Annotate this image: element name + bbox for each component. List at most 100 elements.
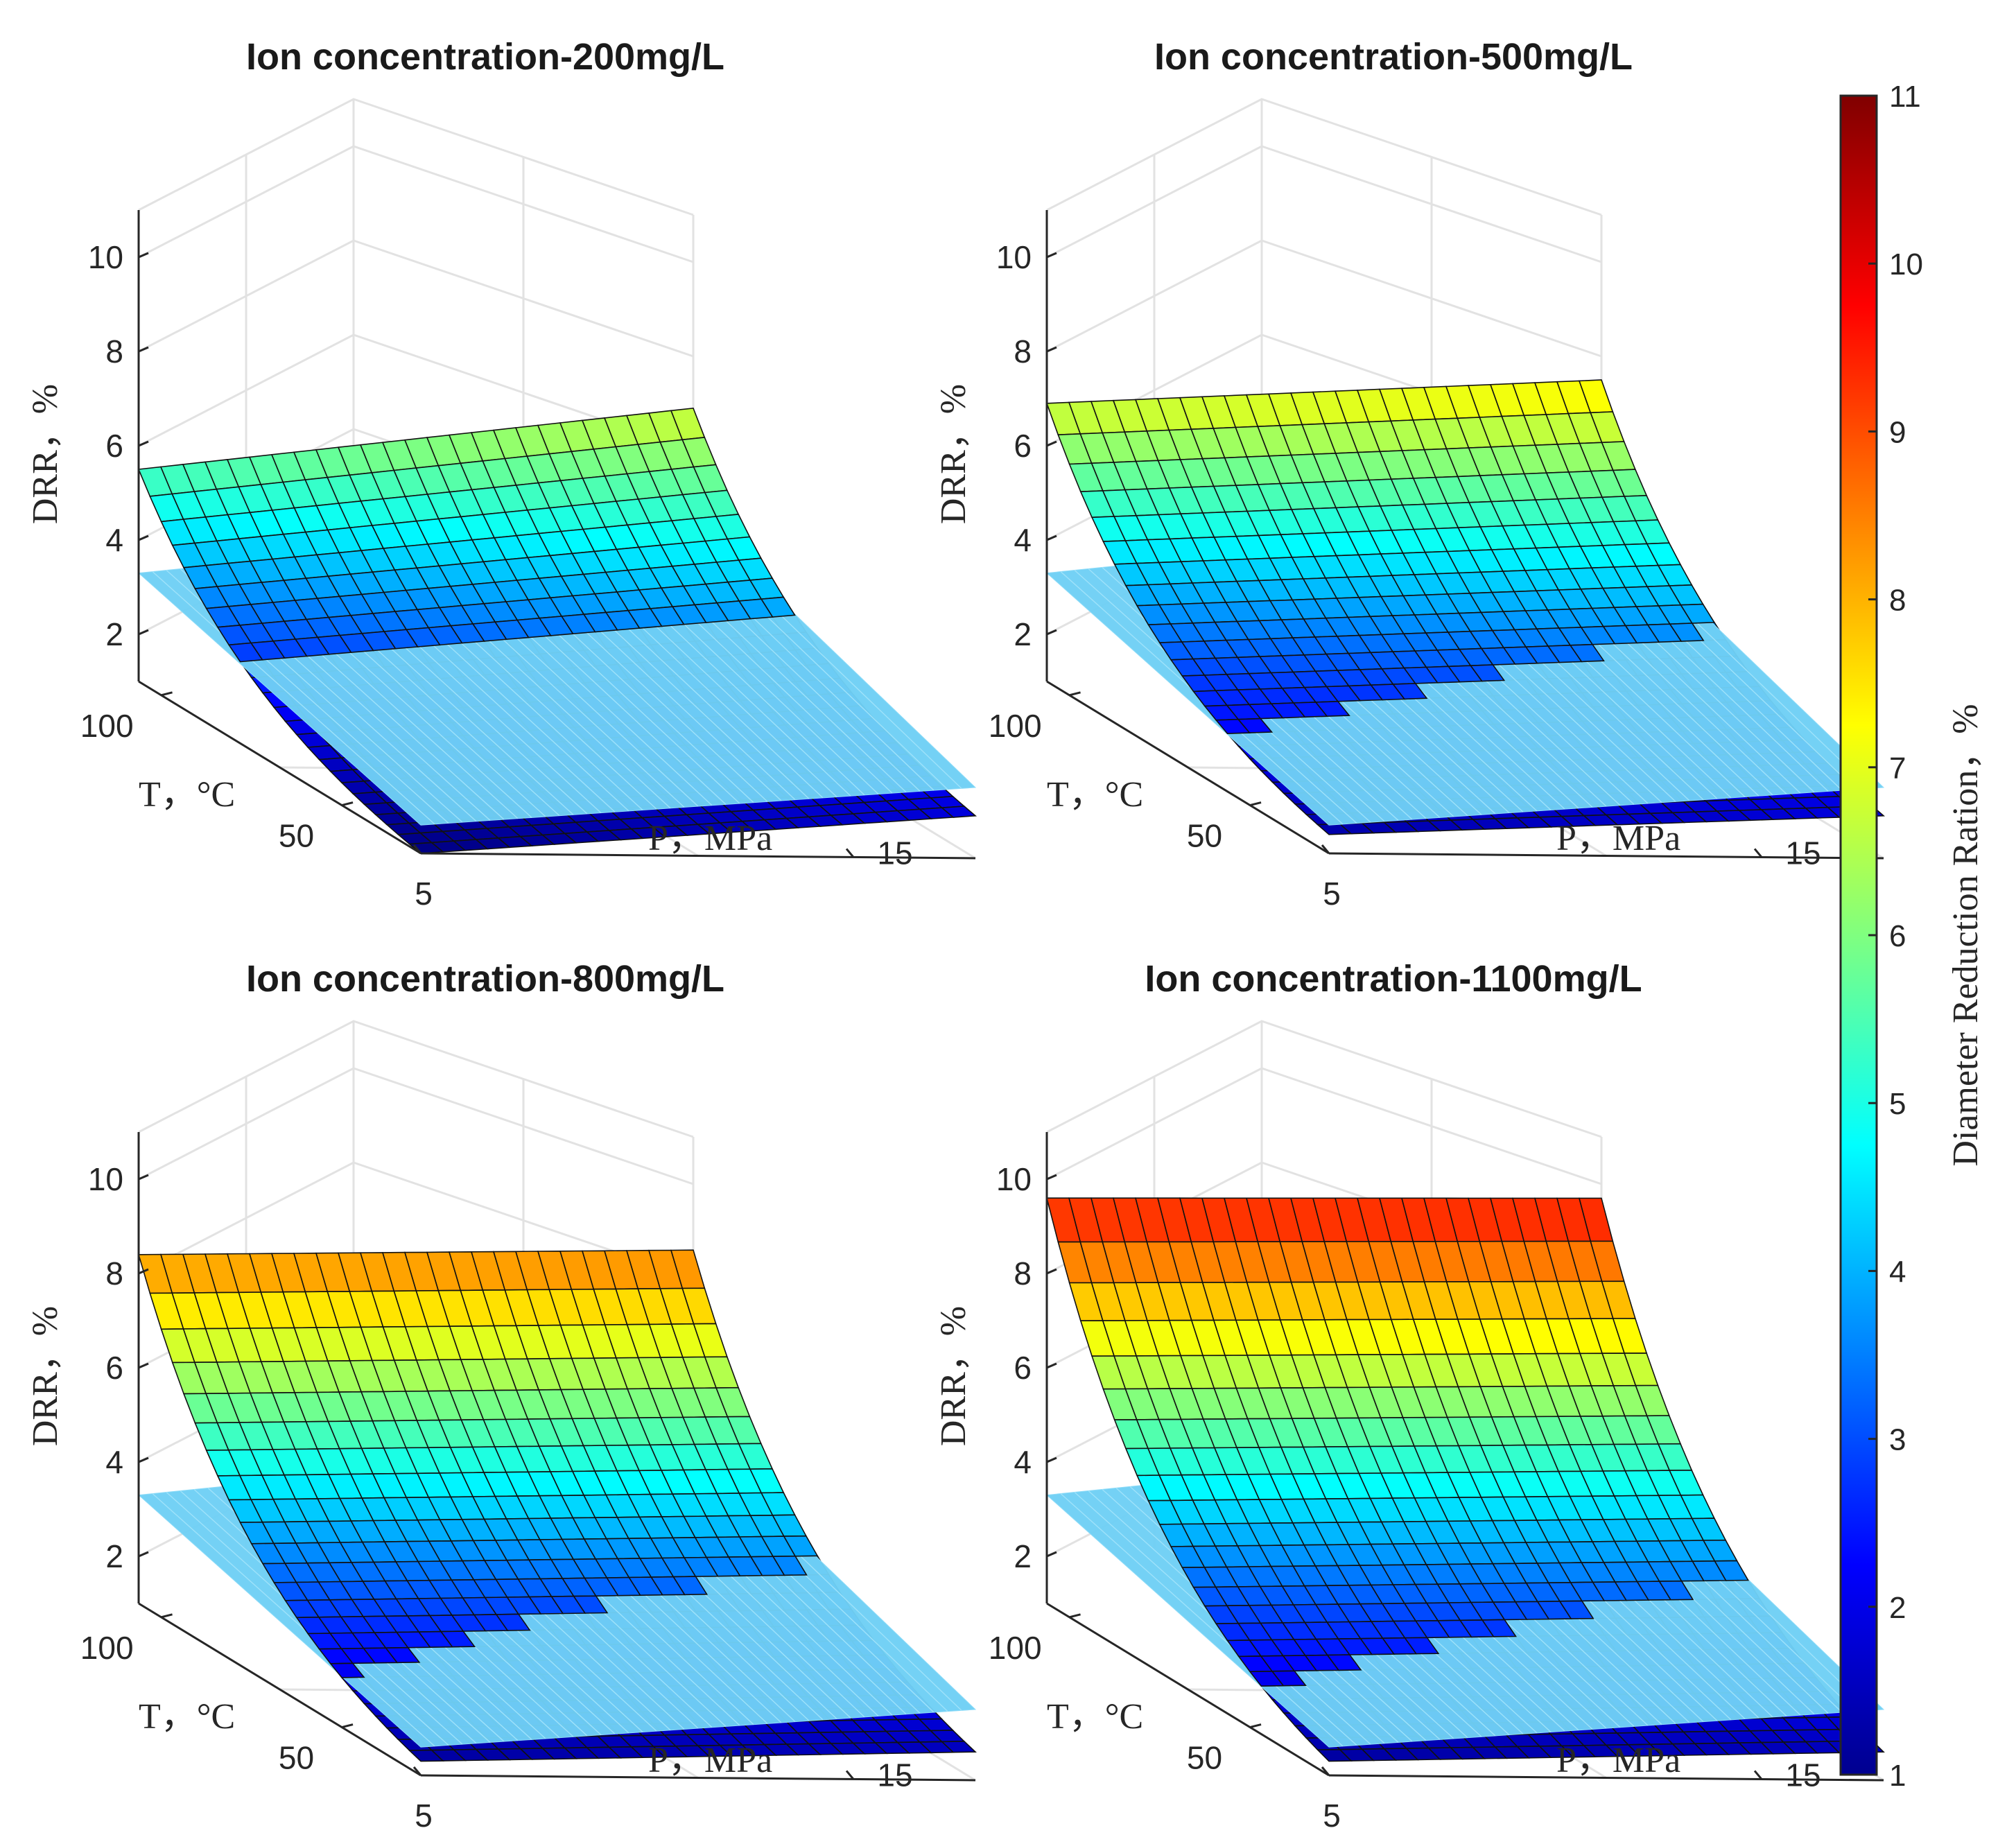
p-tick-label: 5 — [415, 1798, 433, 1834]
grid-line — [1046, 1020, 1602, 1138]
p-axis-label: P，MPa — [1556, 819, 1680, 858]
threshold-mesh-line — [152, 571, 435, 825]
z-tick-label: 2 — [105, 1538, 123, 1574]
z-tick-label: 2 — [105, 616, 123, 652]
grid-line — [138, 1020, 694, 1138]
p-tick-label: 5 — [1323, 1798, 1341, 1834]
p-tick — [412, 844, 422, 854]
p-tick — [1321, 844, 1330, 854]
z-tick — [138, 440, 149, 447]
t-axis-label: T，°C — [139, 1697, 235, 1737]
colorbar-tick-label: 11 — [1889, 80, 1921, 114]
grid-line — [1046, 145, 1602, 263]
surface-cell — [495, 1613, 531, 1631]
p-tick — [1753, 1770, 1763, 1780]
colorbar-tick-label: 6 — [1889, 919, 1906, 953]
colorbar-tick-label: 9 — [1889, 415, 1906, 449]
z-tick — [1046, 346, 1057, 353]
surface-cell — [1469, 664, 1506, 682]
z-tick-label: 10 — [996, 1161, 1032, 1197]
p-tick — [845, 848, 855, 858]
z-tick — [1046, 1456, 1057, 1463]
t-axis — [138, 680, 422, 855]
p-tick-label: 15 — [1785, 1757, 1821, 1793]
z-tick-label: 6 — [1014, 1350, 1032, 1386]
t-tick-label: 50 — [1187, 818, 1222, 854]
colorbar-tick-label: 8 — [1889, 584, 1906, 618]
subplot-title: Ion concentration-200mg/L — [246, 36, 724, 78]
surface-cell — [772, 1555, 808, 1576]
z-tick — [1046, 629, 1057, 636]
grid-line — [1046, 1067, 1602, 1185]
t-tick — [341, 801, 354, 807]
t-tick-label: 100 — [989, 1630, 1042, 1666]
colorbar-label: Diameter Reduction Ration，% — [1946, 704, 1985, 1166]
surface-cell — [1481, 1619, 1517, 1637]
colorbar-tick-label: 10 — [1889, 247, 1923, 281]
colorbar-tick-label: 5 — [1889, 1087, 1906, 1121]
t-axis-label: T，°C — [1047, 1697, 1143, 1737]
colorbar-tick-label: 2 — [1889, 1591, 1906, 1625]
threshold-mesh-line — [1060, 1493, 1344, 1747]
z-tick — [138, 1268, 149, 1275]
z-tick — [138, 1362, 149, 1369]
colorbar-tick-label: 1 — [1889, 1759, 1906, 1793]
z-tick-label: 10 — [88, 1161, 123, 1197]
subplot-1100mgL: Ion concentration-1100mg/L 2 4 6 8 10 50 100 5 1… — [934, 958, 1885, 1834]
surface-cell — [1558, 1600, 1594, 1619]
t-tick-label: 50 — [279, 1740, 314, 1776]
grid-line — [1046, 239, 1602, 358]
surface-cell — [783, 1535, 819, 1557]
surface-cell — [1314, 700, 1350, 717]
p-tick — [1753, 848, 1763, 858]
z-axis-label: DRR，% — [26, 384, 65, 524]
t-tick-label: 100 — [80, 1630, 134, 1666]
p-tick — [1321, 1766, 1330, 1776]
z-axis-label: DRR，% — [26, 1306, 65, 1446]
surface-cell — [1403, 1637, 1440, 1655]
surface-cell — [940, 806, 977, 818]
surface-cell — [1658, 1580, 1694, 1601]
subplot-title: Ion concentration-500mg/L — [1154, 36, 1633, 78]
t-axis-label: T，°C — [139, 775, 235, 815]
subplot-200mgL: Ion concentration-200mg/L 2 4 6 8 10 50 100 5 15… — [26, 36, 977, 912]
grid-line — [1046, 98, 1602, 216]
surface-cell — [1680, 603, 1716, 624]
z-tick-label: 2 — [1014, 616, 1032, 652]
surface-cell — [329, 1662, 365, 1678]
surface-cell — [1569, 643, 1605, 663]
t-tick — [161, 1613, 173, 1619]
z-tick-label: 8 — [1014, 1255, 1032, 1291]
z-tick — [138, 629, 149, 636]
z-tick-label: 4 — [105, 1444, 123, 1480]
z-tick-label: 8 — [105, 333, 123, 369]
p-tick-label: 15 — [877, 835, 912, 871]
t-axis — [138, 1602, 422, 1777]
z-tick — [1046, 440, 1057, 447]
z-tick — [138, 252, 149, 259]
surface-cell — [1271, 1670, 1307, 1687]
subplot-title: Ion concentration-800mg/L — [246, 958, 724, 1000]
t-tick — [341, 1723, 354, 1729]
z-axis-label: DRR，% — [934, 1306, 973, 1446]
surface-cell — [1392, 683, 1428, 700]
z-tick — [138, 534, 149, 541]
p-axis-label: P，MPa — [648, 1741, 772, 1780]
z-tick-label: 6 — [105, 428, 123, 464]
z-tick-label: 10 — [88, 239, 123, 275]
surface-cell — [573, 1595, 609, 1614]
surface-cell — [1326, 1654, 1362, 1671]
t-tick — [1249, 1723, 1262, 1729]
subplot-title: Ion concentration-1100mg/L — [1145, 958, 1642, 1000]
p-tick-label: 5 — [1323, 876, 1341, 912]
p-tick-label: 15 — [1785, 835, 1821, 871]
surface-cell — [384, 1646, 421, 1664]
z-tick-label: 2 — [1014, 1538, 1032, 1574]
surface-cell — [672, 1576, 709, 1596]
grid-line — [138, 145, 694, 263]
p-tick-label: 5 — [415, 876, 433, 912]
z-tick — [1046, 1362, 1057, 1369]
p-axis — [1328, 1774, 1884, 1782]
z-tick-label: 6 — [105, 1350, 123, 1386]
p-axis-label: P，MPa — [1556, 1741, 1680, 1780]
